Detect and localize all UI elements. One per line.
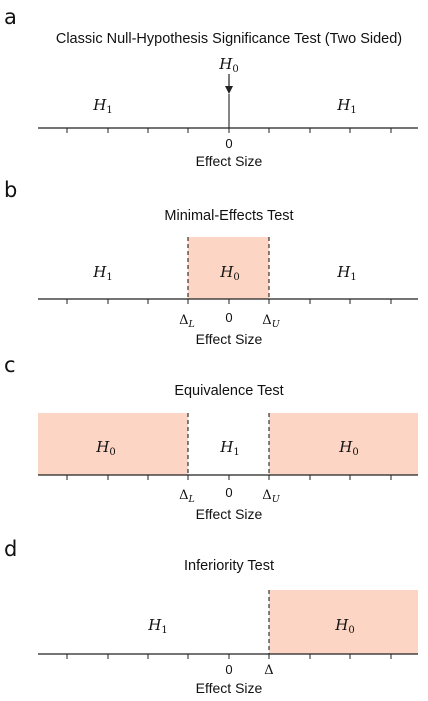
panel-b-h-right: H1 <box>336 263 356 283</box>
panel-b-xlabel: Effect Size <box>196 331 263 347</box>
panel-b: b Minimal-Effects Test H1 H0 H1 ΔL 0 ΔU … <box>4 178 418 347</box>
panel-c-h-right: H0 <box>338 438 358 458</box>
panel-b-ticks <box>66 299 392 304</box>
panel-b-h0-region <box>188 237 269 299</box>
panel-d-tick-zero: 0 <box>225 662 232 677</box>
panel-c-tick-zero: 0 <box>225 485 232 500</box>
panel-d-letter: d <box>4 537 17 561</box>
panel-b-title: Minimal-Effects Test <box>164 208 293 224</box>
panel-b-letter: b <box>4 178 17 202</box>
panel-c-h-left: H0 <box>95 438 115 458</box>
panel-b-tick-zero: 0 <box>225 310 232 325</box>
panel-c-h0-left-region <box>38 413 188 475</box>
panel-d-h-left: H1 <box>147 616 167 636</box>
panel-d-ticks <box>66 654 392 659</box>
panel-b-bound-upper: ΔU <box>262 313 280 330</box>
panel-a-arrow-head <box>225 86 233 94</box>
panel-c: c Equivalence Test H0 H1 H0 ΔL 0 ΔU Effe… <box>4 353 418 522</box>
panel-c-ticks <box>66 475 392 480</box>
panel-a-h-right: H1 <box>336 96 356 116</box>
panel-d-h0-region <box>269 590 418 654</box>
panel-a-letter: a <box>4 5 17 29</box>
panel-a-h-left: H1 <box>92 96 112 116</box>
panel-d-title: Inferiority Test <box>184 558 274 574</box>
panel-c-xlabel: Effect Size <box>196 506 263 522</box>
panel-a: a Classic Null-Hypothesis Significance T… <box>4 5 418 169</box>
panel-c-h-center: H1 <box>219 438 239 458</box>
panel-d: d Inferiority Test H1 H0 0 Δ Effect Size <box>4 537 418 696</box>
panel-a-title: Classic Null-Hypothesis Significance Tes… <box>56 31 402 47</box>
panel-c-bound-lower: ΔL <box>179 488 195 505</box>
panel-a-tick-zero: 0 <box>225 136 232 151</box>
panel-d-xlabel: Effect Size <box>196 680 263 696</box>
panel-b-bound-lower: ΔL <box>179 313 195 330</box>
panel-b-h-center: H0 <box>219 263 239 283</box>
panel-c-title: Equivalence Test <box>174 383 283 399</box>
panel-c-bound-upper: ΔU <box>262 488 280 505</box>
panel-a-ticks <box>66 128 392 133</box>
panel-b-h-left: H1 <box>92 263 112 283</box>
panel-a-xlabel: Effect Size <box>196 153 263 169</box>
panel-c-letter: c <box>4 353 16 377</box>
panel-d-h-right: H0 <box>334 616 354 636</box>
panel-a-h0-label: H0 <box>218 55 238 75</box>
panel-d-bound-label: Δ <box>264 663 273 678</box>
panel-c-h0-right-region <box>269 413 418 475</box>
